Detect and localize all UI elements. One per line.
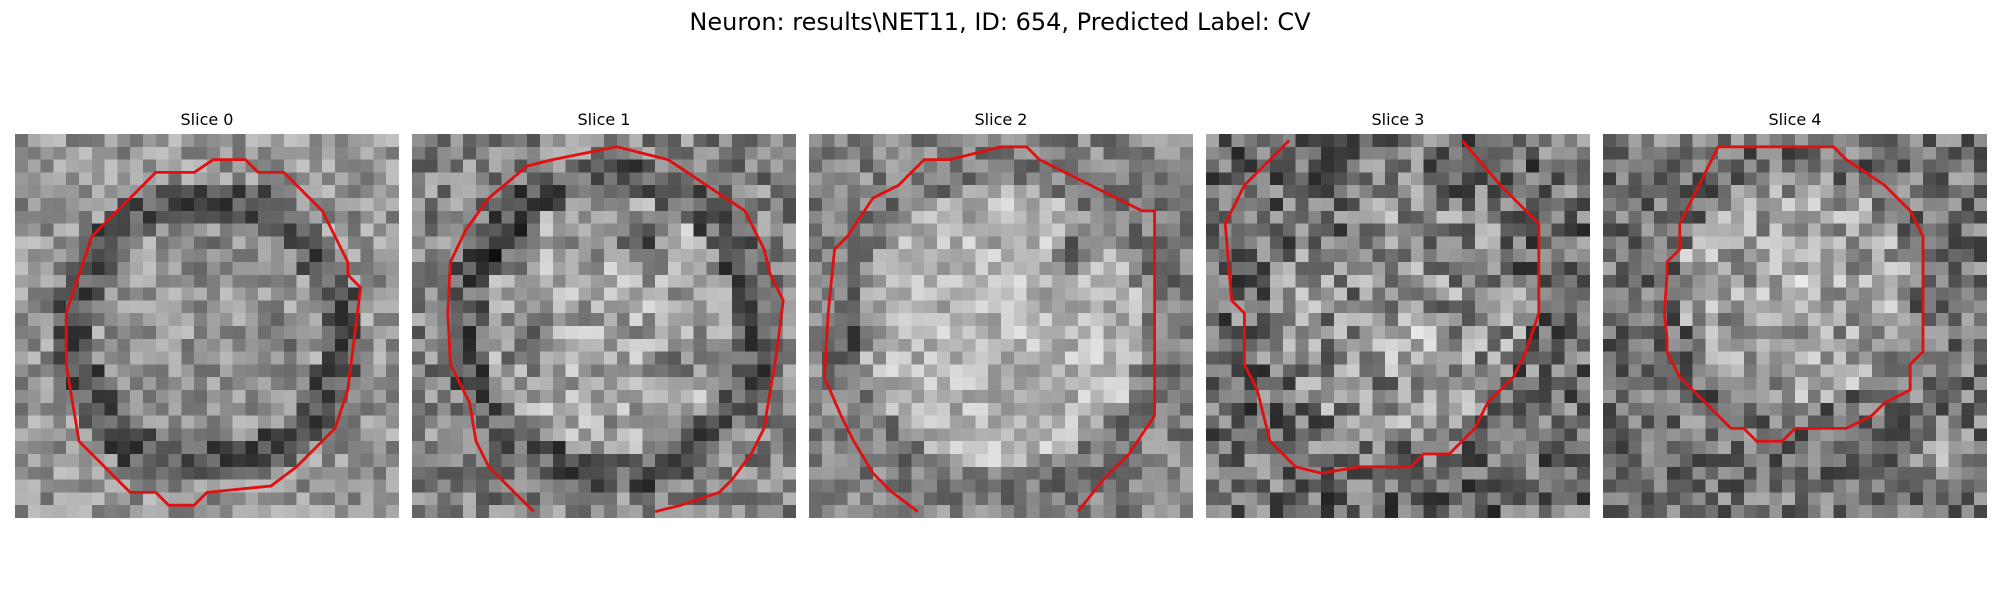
slice-title: Slice 0 [180,110,234,129]
slice-panel-1: Slice 1 [412,108,796,518]
slice-panel-4: Slice 4 [1603,108,1987,518]
slice-panel-3: Slice 3 [1206,108,1590,518]
slice-title: Slice 1 [577,110,631,129]
contour-outline [822,145,1157,513]
slice-image [1206,134,1590,518]
micrograph-pixels [15,134,399,518]
slice-image [412,134,796,518]
slice-image [809,134,1193,518]
contour-outline [64,158,363,507]
micrograph-pixels [809,134,1193,518]
micrograph-pixels [412,134,796,518]
slice-panel-0: Slice 0 [15,108,399,518]
figure-title: Neuron: results\NET11, ID: 654, Predicte… [689,8,1311,36]
micrograph-pixels [1603,134,1987,518]
contour-outline [1223,139,1541,475]
slice-image [15,134,399,518]
contour-outline [1663,145,1925,443]
slice-panel-2: Slice 2 [809,108,1193,518]
micrograph-pixels [1206,134,1590,518]
slice-title: Slice 2 [974,110,1028,129]
slice-title: Slice 3 [1371,110,1425,129]
slice-title: Slice 4 [1768,110,1822,129]
contour-outline [446,145,785,513]
slice-image [1603,134,1987,518]
